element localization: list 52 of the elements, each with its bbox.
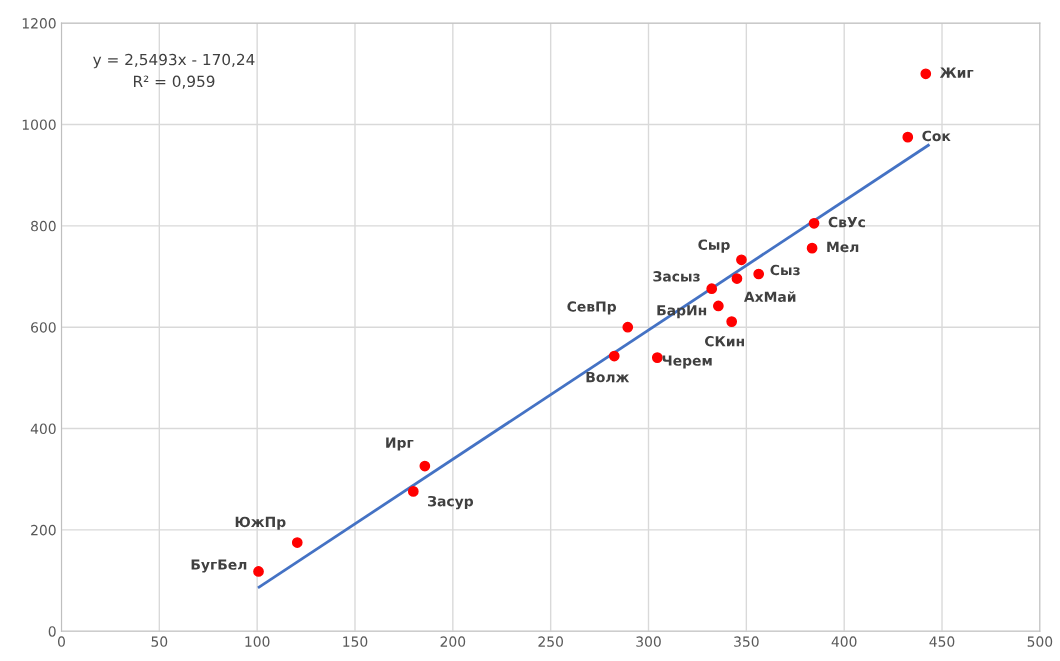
point — [713, 300, 724, 312]
annotation: Засур — [428, 495, 474, 510]
point — [736, 254, 747, 266]
point — [902, 131, 914, 143]
point — [407, 486, 419, 497]
point — [253, 566, 264, 577]
annotation: Черем — [662, 355, 712, 369]
annotation: Жиг — [939, 67, 974, 78]
annotation: Сыр — [698, 239, 730, 253]
y-tick-label: 800 — [31, 220, 56, 232]
x-tick-label: 50 — [151, 636, 168, 647]
annotation: ЮжПр — [235, 516, 286, 530]
point — [808, 217, 820, 229]
point — [291, 537, 303, 548]
annotation: Сок — [922, 130, 951, 142]
y-tick-label: 600 — [31, 322, 56, 333]
annotation: БугБел — [191, 559, 247, 573]
x-tick-label: 0 — [57, 636, 65, 647]
x-tick-label: 250 — [538, 636, 563, 647]
annotation: СКин — [704, 335, 744, 347]
point — [806, 242, 818, 254]
point — [608, 350, 620, 362]
annotation: Волж — [586, 372, 630, 383]
annotation: Ирг — [386, 437, 414, 451]
point — [419, 460, 431, 472]
point — [706, 283, 718, 295]
point — [920, 68, 932, 80]
x-tick-label: 500 — [1027, 636, 1053, 647]
annotation: Засыз — [653, 271, 700, 282]
annotation: Мел — [827, 241, 859, 253]
x-tick-label: 200 — [440, 636, 466, 647]
x-tick-label: 300 — [636, 636, 661, 647]
point — [651, 352, 663, 363]
x-tick-label: 150 — [343, 636, 368, 647]
x-tick-label: 100 — [245, 636, 270, 647]
point — [731, 273, 743, 284]
y-tick-label: 1200 — [22, 18, 56, 29]
annotation: Сыз — [770, 264, 800, 276]
y-tick-label: 400 — [30, 423, 56, 435]
annotation: АхМай — [743, 291, 796, 303]
point — [753, 268, 765, 280]
point — [726, 316, 738, 327]
annotation: СвУс — [828, 216, 865, 228]
annotation: y = 2,5493x - 170,24 R² = 0,959 — [93, 53, 255, 89]
y-tick-label: 1000 — [22, 119, 56, 130]
y-tick-label: 0 — [48, 626, 56, 637]
x-tick-label: 350 — [734, 636, 759, 647]
x-tick-label: 400 — [831, 636, 857, 647]
x-tick-label: 450 — [929, 636, 955, 647]
point — [622, 321, 634, 333]
annotation: СевПр — [567, 301, 617, 315]
y-tick-label: 200 — [31, 524, 56, 536]
